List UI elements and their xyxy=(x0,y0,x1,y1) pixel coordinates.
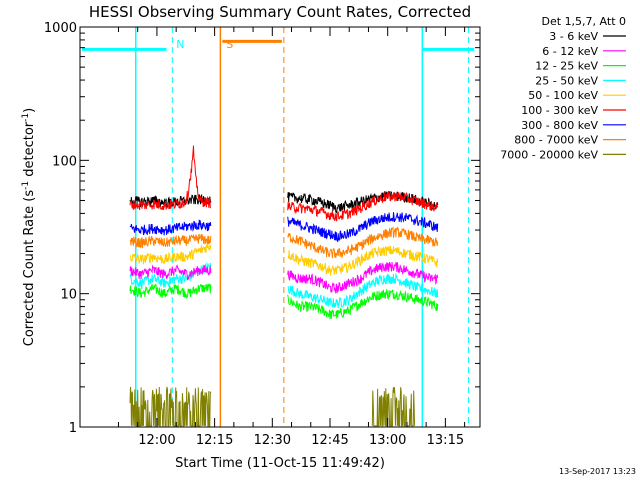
y-axis: 1 10 100 1000 xyxy=(44,21,480,436)
y-axis-label-main: Corrected Count Rate (s xyxy=(22,190,37,347)
series-line-4-seg1 xyxy=(129,244,212,265)
y-tick-label-1: 10 xyxy=(60,288,77,303)
y-axis-label: Corrected Count Rate (s-1 detector-1) xyxy=(21,108,37,346)
y-tick-label-0: 1 xyxy=(69,421,77,436)
series-line-5-seg2 xyxy=(287,191,439,222)
x-tick-label-4: 13:00 xyxy=(369,433,406,448)
legend: Det 1,5,7, Att 0 3 - 6 keV 6 - 12 keV 12 -… xyxy=(500,15,626,161)
legend-label-5: 100 - 300 keV xyxy=(521,104,598,117)
legend-label-8: 7000 - 20000 keV xyxy=(500,148,598,161)
x-tick-label-0: 12:00 xyxy=(138,433,175,448)
legend-header: Det 1,5,7, Att 0 xyxy=(542,15,626,28)
series-layer xyxy=(129,145,439,427)
x-axis-label: Start Time (11-Oct-15 11:49:42) xyxy=(175,456,385,471)
plot-frame xyxy=(79,26,481,428)
annotation-1: S xyxy=(226,38,233,51)
series-line-8-seg1 xyxy=(129,386,212,427)
legend-label-0: 3 - 6 keV xyxy=(549,30,598,43)
y-tick-label-3: 1000 xyxy=(44,21,77,36)
legend-label-7: 800 - 7000 keV xyxy=(514,134,598,147)
x-tick-label-1: 12:15 xyxy=(196,433,233,448)
legend-label-2: 12 - 25 keV xyxy=(535,60,598,73)
y-axis-label-end: ) xyxy=(22,108,37,113)
series-line-2-seg1 xyxy=(129,283,212,299)
x-axis: 12:00 12:15 12:30 12:45 13:00 13:15 xyxy=(117,27,466,448)
series-line-2-seg2 xyxy=(287,288,439,320)
y-axis-label-sup2: -1 xyxy=(21,113,31,122)
y-axis-label-mid: detector xyxy=(22,121,37,181)
series-line-6-seg2 xyxy=(287,212,439,243)
series-line-5-seg1 xyxy=(129,145,212,211)
legend-label-3: 25 - 50 keV xyxy=(535,74,598,87)
chart-title: HESSI Observing Summary Count Rates, Cor… xyxy=(89,3,471,21)
x-tick-label-3: 12:45 xyxy=(311,433,348,448)
y-tick-label-2: 100 xyxy=(52,154,77,169)
legend-label-6: 300 - 800 keV xyxy=(521,119,598,132)
series-line-1-seg1 xyxy=(129,264,212,281)
footer-date: 13-Sep-2017 13:23 xyxy=(559,467,636,476)
plot-area: 1 10 100 1000 12:00 12:15 12:30 12:45 13:00 13:1… xyxy=(44,21,481,448)
series-line-1-seg2 xyxy=(287,261,439,294)
series-line-6-seg1 xyxy=(129,219,212,236)
series-line-4-seg2 xyxy=(287,245,439,276)
y-axis-label-sup1: -1 xyxy=(21,181,31,190)
series-line-3-seg2 xyxy=(287,272,439,309)
x-tick-label-2: 12:30 xyxy=(254,433,291,448)
annotation-0: N xyxy=(176,38,184,51)
legend-label-1: 6 - 12 keV xyxy=(542,45,598,58)
x-tick-label-5: 13:15 xyxy=(427,433,464,448)
series-line-7-seg1 xyxy=(129,233,212,249)
series-line-8-seg2 xyxy=(371,387,416,427)
legend-label-4: 50 - 100 keV xyxy=(528,89,598,102)
series-line-7-seg2 xyxy=(287,226,439,259)
